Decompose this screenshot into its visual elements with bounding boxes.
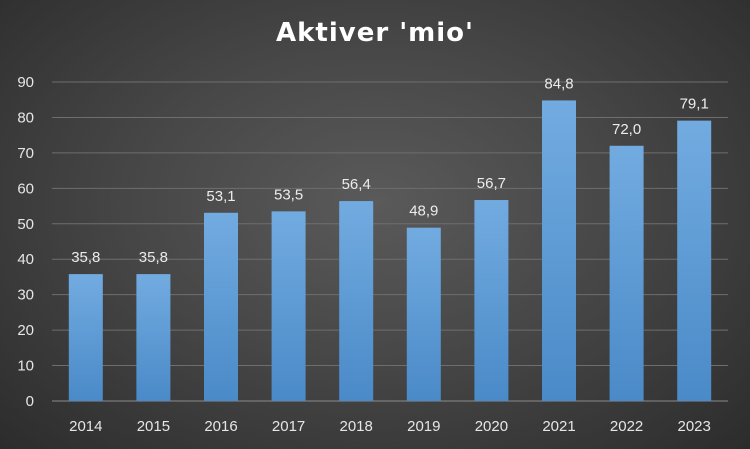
data-label-2014: 35,8 <box>71 249 100 266</box>
x-tick-label-2023: 2023 <box>678 418 711 435</box>
bar-2017 <box>271 211 306 401</box>
x-tick-label-2021: 2021 <box>542 418 575 435</box>
x-tick-label-2020: 2020 <box>475 418 508 435</box>
bar-2023 <box>677 120 712 401</box>
y-tick-label: 80 <box>17 109 34 126</box>
chart-title: Aktiver 'mio' <box>276 18 474 48</box>
y-tick-label: 70 <box>17 145 34 162</box>
y-tick-label: 60 <box>17 180 34 197</box>
x-tick-label-2014: 2014 <box>69 418 102 435</box>
data-label-2019: 48,9 <box>409 203 438 220</box>
data-label-2018: 56,4 <box>342 176 371 193</box>
bar-2015 <box>136 274 171 401</box>
data-label-2015: 35,8 <box>139 249 168 266</box>
x-tick-label-2017: 2017 <box>272 418 305 435</box>
x-axis-ticks: 2014 2015 2016 2017 2018 2019 2020 2021 2022 2023 <box>69 418 711 435</box>
y-tick-label: 20 <box>17 322 34 339</box>
y-tick-label: 40 <box>17 251 34 268</box>
y-axis-ticks: 0 10 20 30 40 50 60 70 80 90 <box>17 74 34 410</box>
data-label-2020: 56,7 <box>477 175 506 192</box>
bar-2014 <box>68 274 103 401</box>
y-tick-label: 10 <box>17 358 34 375</box>
bar-2016 <box>204 212 238 401</box>
y-tick-label: 30 <box>17 287 34 304</box>
data-label-2023: 79,1 <box>680 96 709 113</box>
y-tick-label: 50 <box>17 216 34 233</box>
data-label-2016: 53,1 <box>206 188 235 205</box>
data-label-2022: 72,0 <box>612 121 641 138</box>
bar-2020 <box>474 200 509 401</box>
x-tick-label-2019: 2019 <box>407 418 440 435</box>
y-tick-label: 0 <box>26 393 34 410</box>
data-label-2017: 53,5 <box>274 186 303 203</box>
bars <box>68 100 712 401</box>
bar-2019 <box>406 227 441 401</box>
x-tick-label-2015: 2015 <box>137 418 170 435</box>
x-tick-label-2018: 2018 <box>340 418 373 435</box>
y-tick-label: 90 <box>17 74 34 91</box>
x-tick-label-2022: 2022 <box>610 418 643 435</box>
x-tick-label-2016: 2016 <box>204 418 237 435</box>
bar-2021 <box>542 100 576 401</box>
bar-2018 <box>339 201 374 401</box>
data-labels: 35,8 35,8 53,1 53,5 56,4 48,9 56,7 84,8 72,0 79,1 <box>71 75 709 266</box>
bar-2022 <box>609 145 644 401</box>
data-label-2021: 84,8 <box>544 75 573 92</box>
